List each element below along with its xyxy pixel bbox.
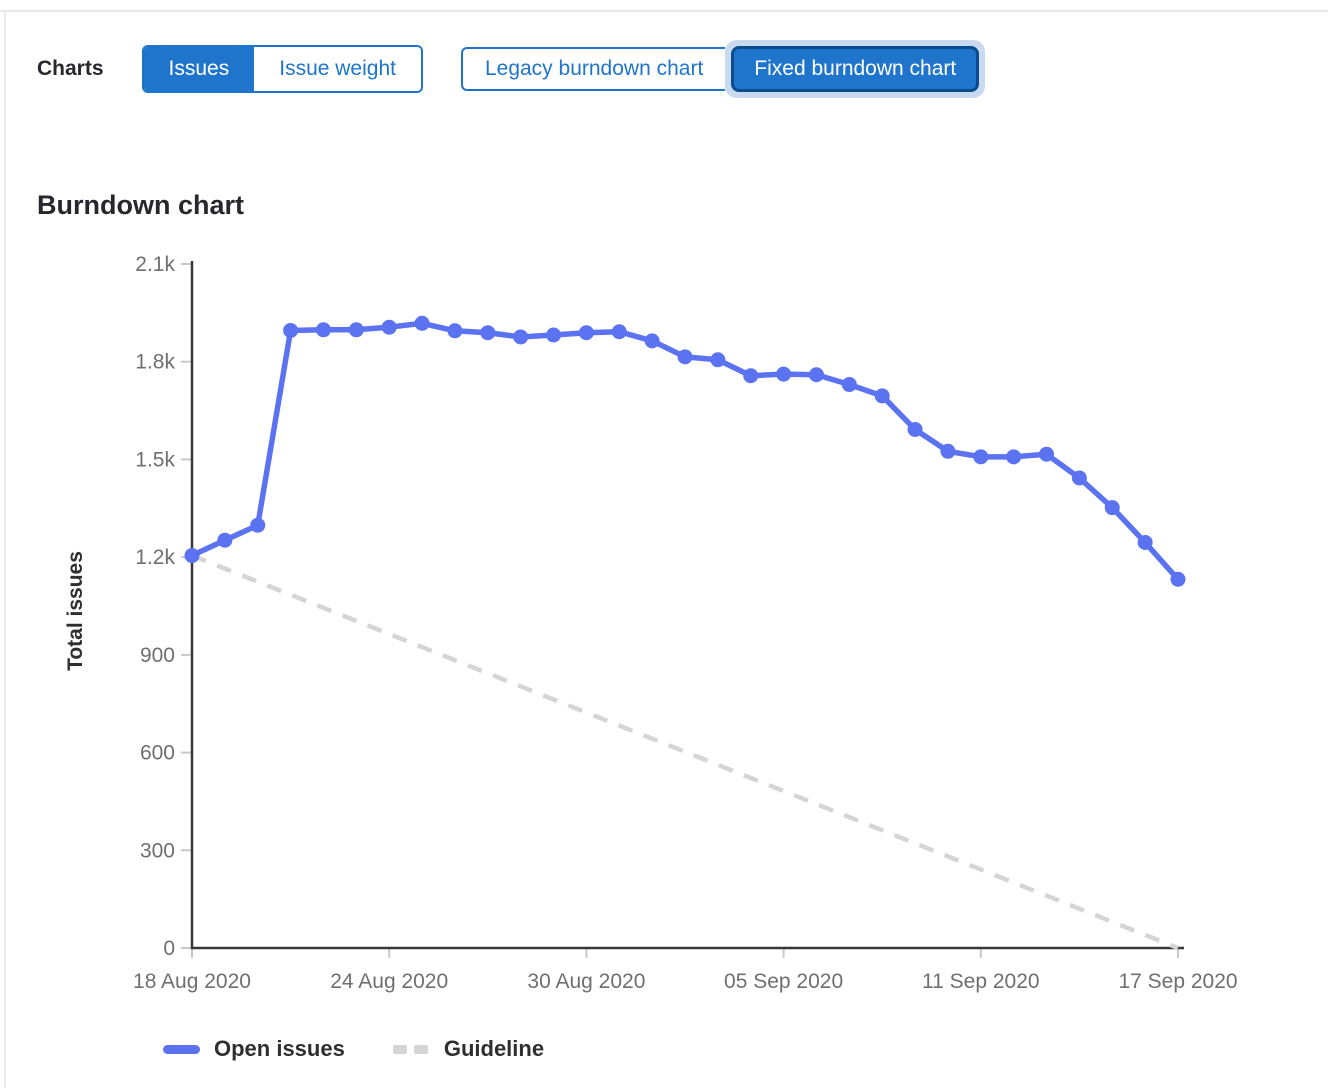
page-title: Burndown chart (37, 190, 244, 221)
svg-text:30 Aug 2020: 30 Aug 2020 (527, 970, 645, 993)
fixed-burndown-focus-ring: Fixed burndown chart (725, 40, 986, 98)
toggle-issue-weight-button[interactable]: Issue weight (254, 47, 421, 91)
guideline-dash-swatch-icon (392, 1044, 428, 1054)
top-divider (0, 10, 1328, 12)
charts-label: Charts (37, 57, 104, 80)
svg-text:18 Aug 2020: 18 Aug 2020 (133, 970, 251, 993)
svg-text:1.8k: 1.8k (135, 351, 175, 374)
svg-text:24 Aug 2020: 24 Aug 2020 (330, 970, 448, 993)
left-page-border (4, 10, 6, 1088)
svg-text:11 Sep 2020: 11 Sep 2020 (922, 970, 1040, 993)
charts-header: Charts Issues Issue weight Legacy burndo… (37, 40, 986, 98)
open-issues-line-swatch-icon (163, 1044, 200, 1054)
svg-text:900: 900 (140, 644, 175, 667)
fixed-burndown-chart-button[interactable]: Fixed burndown chart (731, 46, 980, 92)
svg-text:600: 600 (140, 742, 175, 765)
svg-text:300: 300 (140, 839, 175, 862)
chart-toggle-group: Legacy burndown chart Fixed burndown cha… (460, 40, 986, 98)
legacy-burndown-chart-button[interactable]: Legacy burndown chart (460, 47, 726, 91)
metric-toggle-group: Issues Issue weight (141, 45, 423, 93)
svg-text:05 Sep 2020: 05 Sep 2020 (724, 970, 843, 993)
burndown-chart: 0 300 600 900 1.2k 1.5k 1.8k 2.1k 18 Aug 2020 24 … (64, 253, 1238, 993)
legend-item-open-issues[interactable]: Open issues (163, 1036, 345, 1062)
svg-text:1.5k: 1.5k (135, 448, 175, 471)
toggle-issues-button[interactable]: Issues (143, 47, 255, 91)
svg-text:0: 0 (163, 937, 175, 960)
svg-text:Total issues: Total issues (64, 551, 87, 671)
chart-legend: Open issues Guideline (163, 1036, 544, 1062)
burndown-chart-canvas: 0 300 600 900 1.2k 1.5k 1.8k 2.1k 18 Aug 2020 24 … (64, 253, 1238, 993)
svg-text:17 Sep 2020: 17 Sep 2020 (1118, 970, 1237, 993)
svg-text:2.1k: 2.1k (135, 253, 175, 276)
svg-text:1.2k: 1.2k (135, 546, 175, 569)
legend-label: Open issues (214, 1036, 345, 1061)
legend-label: Guideline (443, 1036, 545, 1061)
legend-item-guideline[interactable]: Guideline (392, 1036, 545, 1062)
